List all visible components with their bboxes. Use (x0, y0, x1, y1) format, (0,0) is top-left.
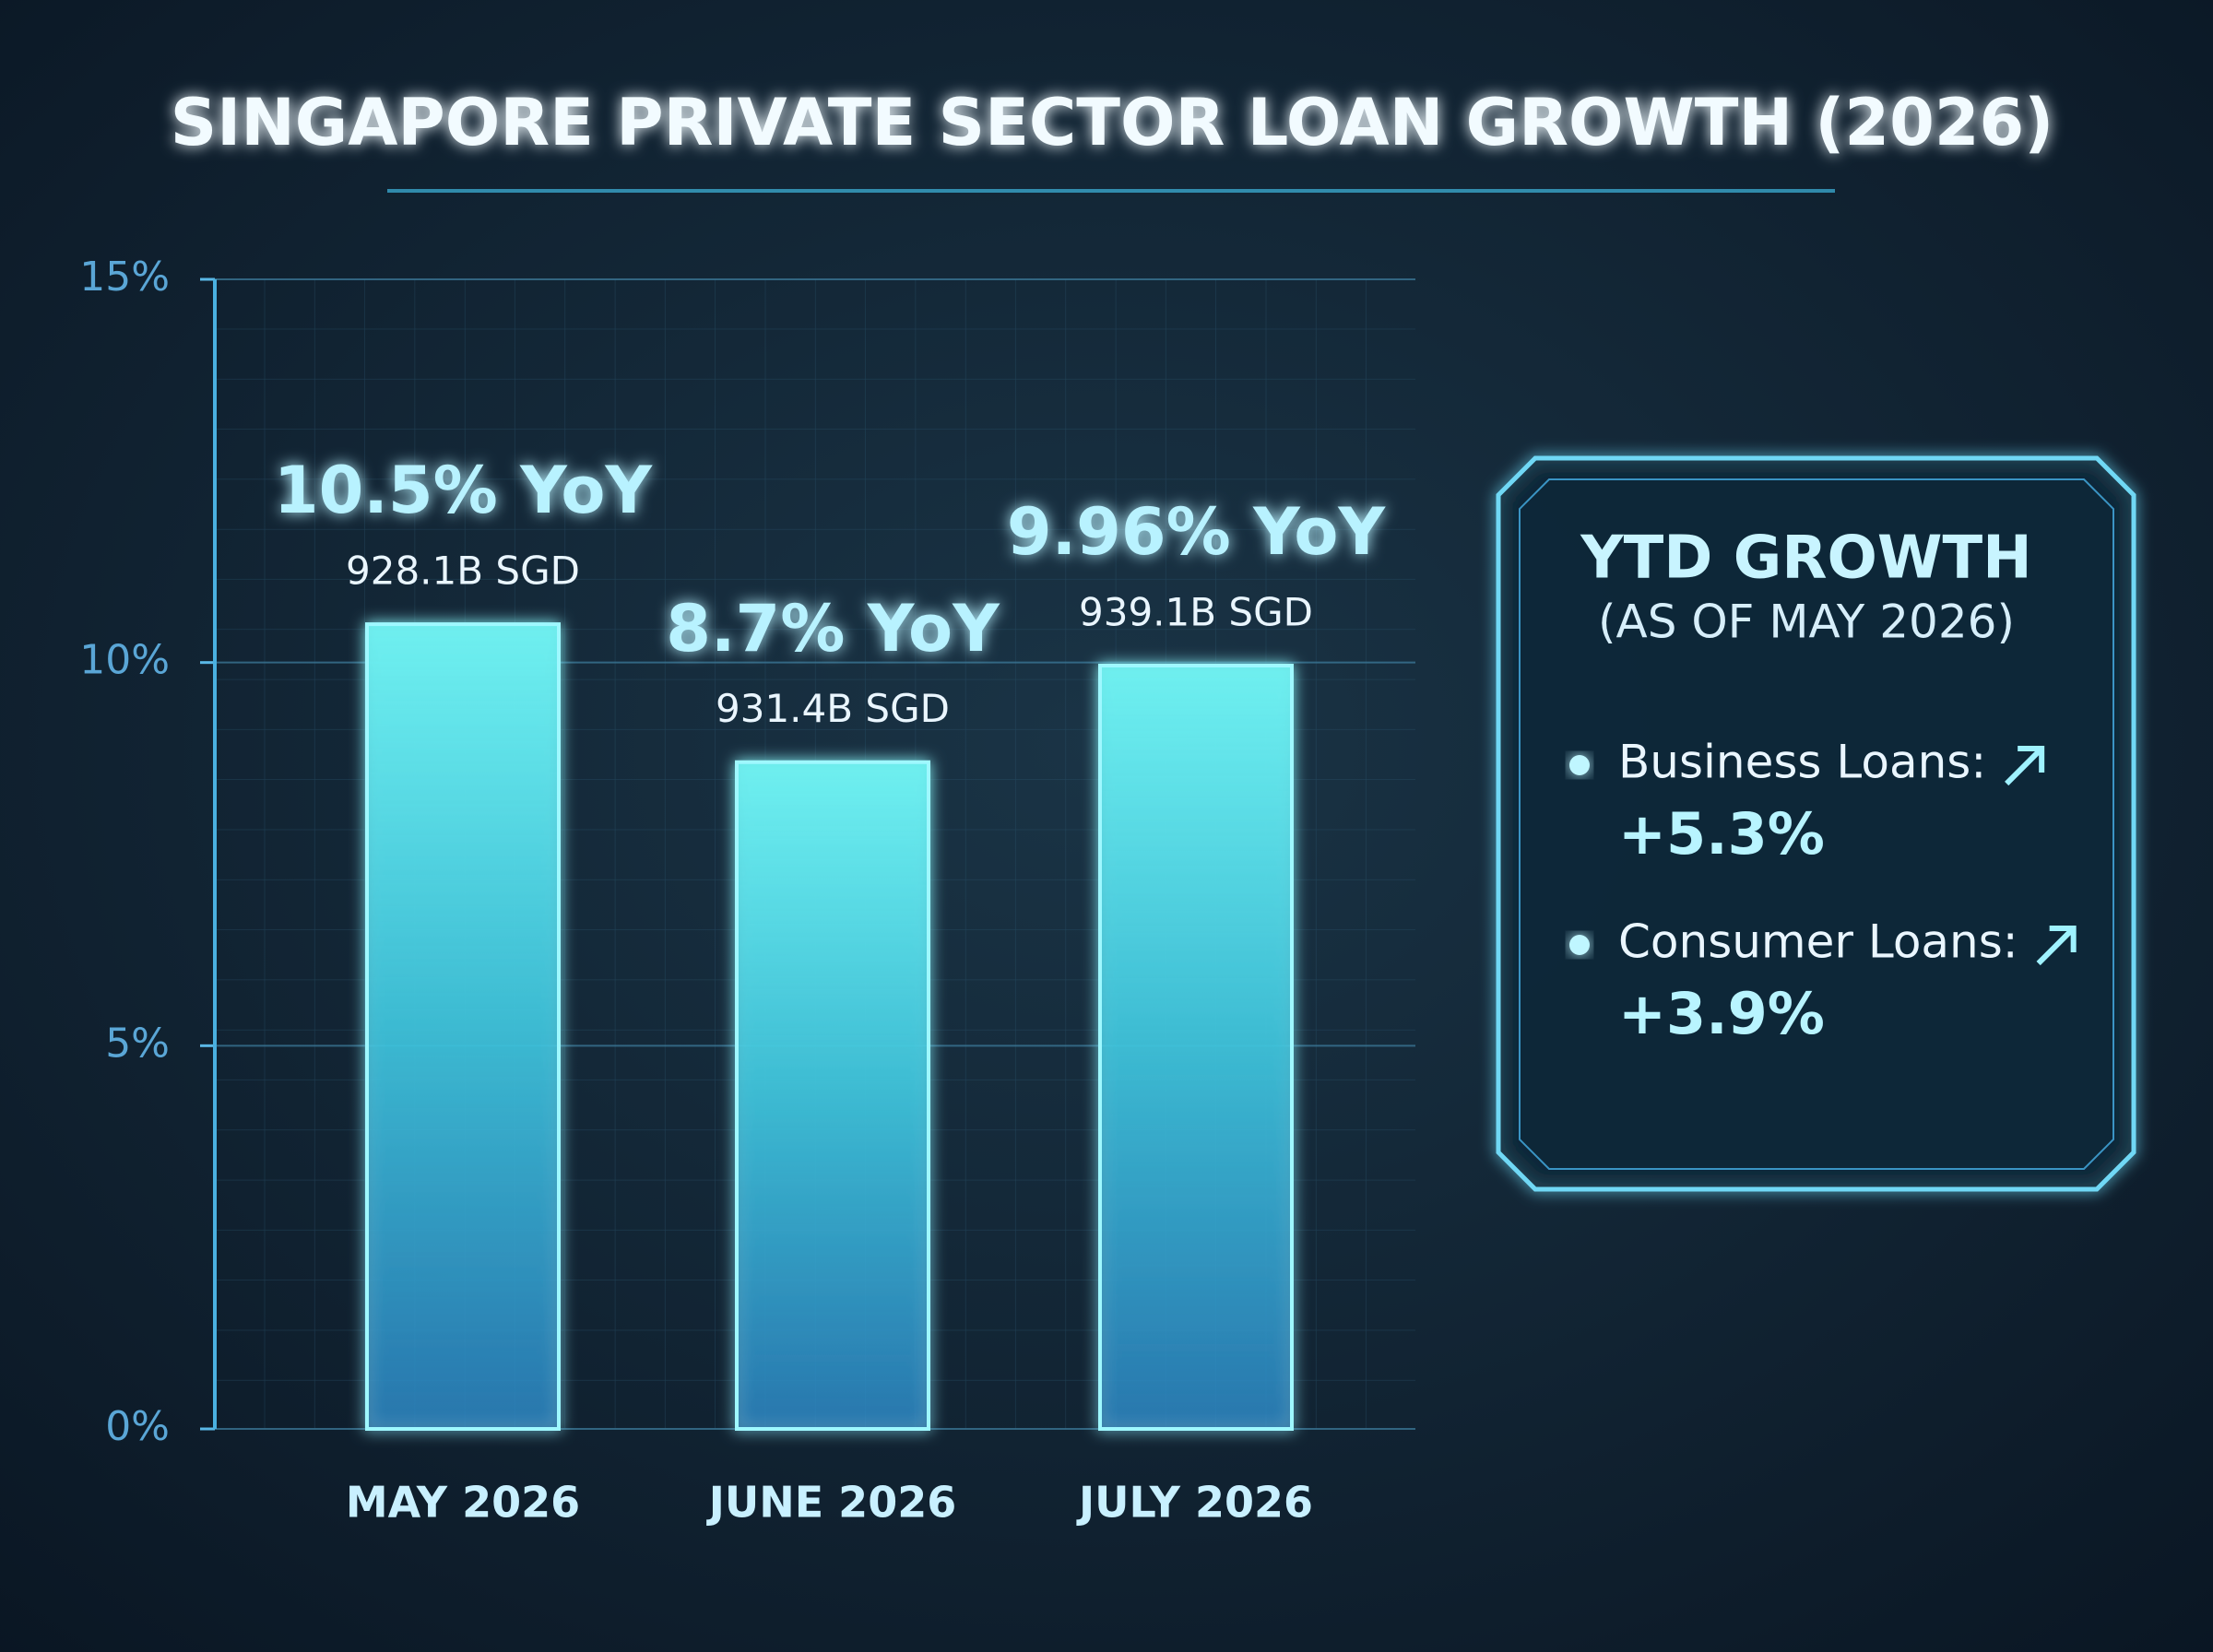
up-arrow-icon (2036, 926, 2077, 966)
panel-inner-frame (1519, 478, 2114, 1170)
title-underline (387, 189, 1835, 193)
plot: 0% 5% 10% 15% 10.5% YoY 928.1B SGD MAY 2026 8.7… (79, 254, 1415, 1528)
item-label: Business Loans: (1618, 736, 1986, 789)
y-tick-label: 10% (79, 637, 170, 684)
panel-title: YTD GROWTH (1580, 525, 2031, 593)
amount-label: 928.1B SGD (346, 549, 580, 594)
amount-label: 939.1B SGD (1079, 589, 1313, 634)
chart-title: SINGAPORE PRIVATE SECTOR LOAN GROWTH (20… (171, 85, 2054, 160)
y-tick-label: 15% (79, 254, 170, 301)
item-value: +5.3% (1618, 800, 1825, 867)
bar (365, 622, 561, 1431)
x-tick-label: MAY 2026 (346, 1478, 580, 1528)
panel-items: Business Loans: +5.3% Consumer Loans: +3.9% (1569, 736, 2077, 1047)
x-tick-label: JUNE 2026 (706, 1478, 956, 1528)
bullet (1569, 755, 1590, 775)
panel-frame (1496, 455, 2136, 1192)
up-arrow-icon (2005, 746, 2045, 786)
panel-subtitle: (AS OF MAY 2026) (1598, 596, 2015, 649)
amount-label: 931.4B SGD (716, 686, 950, 731)
x-tick-label: JULY 2026 (1076, 1478, 1313, 1528)
item-value: +3.9% (1618, 980, 1825, 1047)
value-label: 10.5% YoY (274, 453, 654, 528)
ytd-panel: YTD GROWTH (AS OF MAY 2026) Business Loa… (1496, 455, 2136, 1192)
y-tick-label: 5% (105, 1020, 170, 1067)
bar (735, 760, 930, 1431)
bar (1098, 663, 1294, 1431)
value-label: 8.7% YoY (666, 591, 1000, 667)
bullet (1569, 935, 1590, 955)
y-tick-label: 0% (105, 1403, 170, 1450)
value-label: 9.96% YoY (1007, 494, 1387, 570)
item-label: Consumer Loans: (1618, 915, 2018, 969)
